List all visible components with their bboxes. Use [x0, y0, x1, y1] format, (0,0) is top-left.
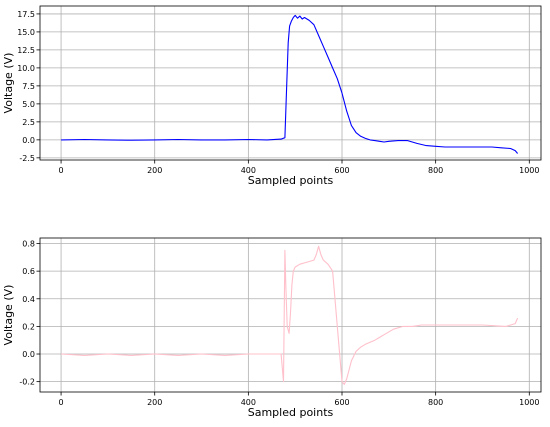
- y-tick-label: 15.0: [17, 28, 35, 37]
- y-tick-label: 12.5: [17, 46, 35, 55]
- y-tick-label: 17.5: [17, 10, 35, 19]
- x-tick-label: 200: [147, 398, 162, 407]
- x-tick-label: 0: [59, 398, 64, 407]
- y-tick-label: 0.8: [22, 240, 35, 249]
- x-tick-label: 200: [147, 166, 162, 175]
- x-tick-label: 1000: [519, 398, 539, 407]
- subplot-2: 0 200 400 600 800 1000 -0.2 0.0 0.2 0.4 0.6 0.8 Samp…: [2, 237, 542, 419]
- y-tick-label: -2.5: [19, 154, 35, 163]
- x-tick-label: 800: [428, 166, 443, 175]
- y-tick-label: 0.0: [22, 350, 35, 359]
- y-tick-label: 10.0: [17, 64, 35, 73]
- y-tick-label: 0.2: [22, 322, 35, 331]
- y-tick-label: 7.5: [22, 82, 35, 91]
- y-tick-label: 5.0: [22, 100, 35, 109]
- x-tick-label: 400: [241, 398, 256, 407]
- y-tick-label: 0.6: [22, 267, 35, 276]
- subplot-1: 0 200 400 600 800 1000 -2.5 0.0 2.5 5.0 7.5 10.0 12.…: [2, 5, 542, 187]
- x-tick-label: 400: [241, 166, 256, 175]
- x-tick-label: 600: [334, 166, 349, 175]
- x-tick-label: 800: [428, 398, 443, 407]
- axes-frame: [39, 5, 542, 161]
- x-axis-label: Sampled points: [248, 406, 334, 419]
- y-tick-label: 0.0: [22, 136, 35, 145]
- x-tick-label: 1000: [519, 166, 539, 175]
- x-tick-label: 0: [59, 166, 64, 175]
- y-axis-label: Voltage (V): [2, 285, 15, 346]
- y-tick-label: 2.5: [22, 118, 35, 127]
- series-line-1: [61, 245, 519, 385]
- y-axis-label: Voltage (V): [2, 53, 15, 114]
- y-tick-label: 0.4: [22, 295, 35, 304]
- series-line-1: [61, 14, 519, 154]
- axes-frame: [39, 237, 542, 393]
- x-tick-label: 600: [334, 398, 349, 407]
- y-tick-label: -0.2: [19, 378, 35, 387]
- x-axis-label: Sampled points: [248, 174, 334, 187]
